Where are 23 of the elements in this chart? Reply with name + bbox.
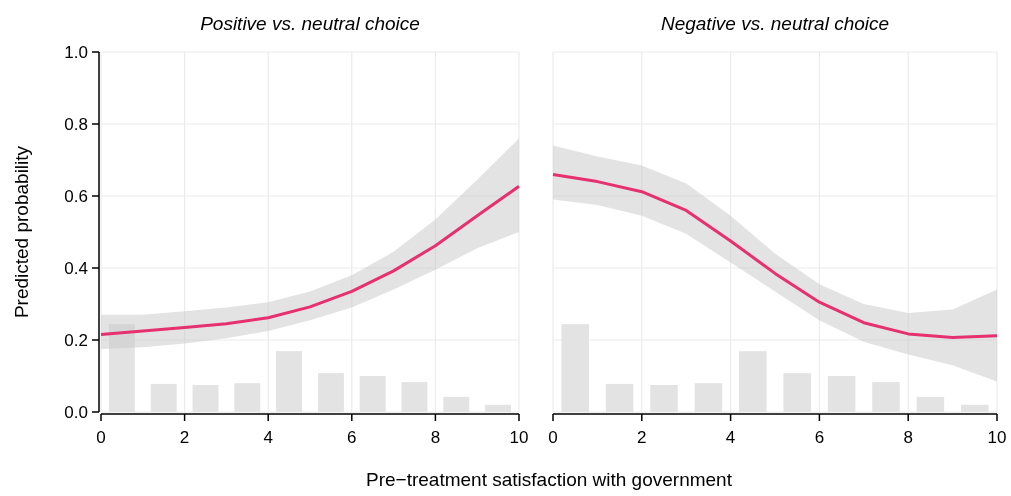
chart-title: Positive vs. neutral choice — [200, 13, 420, 34]
x-tick-label: 10 — [987, 428, 1007, 447]
x-tick-label: 6 — [347, 428, 357, 447]
y-tick-label: 0.2 — [64, 331, 88, 350]
chart-title: Negative vs. neutral choice — [660, 13, 890, 34]
x-tick-label: 2 — [179, 428, 190, 447]
x-tick-label: 8 — [430, 428, 441, 447]
y-tick-label: 0.8 — [64, 115, 88, 134]
x-tick-label: 2 — [637, 428, 647, 447]
x-tick-label: 6 — [814, 428, 825, 447]
y-tick-label: 0.0 — [64, 403, 88, 422]
y-tick-label: 0.6 — [64, 187, 88, 206]
x-tick-label: 10 — [509, 428, 529, 447]
y-tick-label: 0.4 — [64, 259, 88, 278]
line-series — [99, 184, 521, 337]
x-tick-label: 8 — [903, 428, 913, 447]
y-tick-label: 1.0 — [64, 43, 88, 62]
y-axis-title: Predicted probability — [11, 145, 32, 319]
x-axis-title: Pre−treatment satisfaction with government — [366, 469, 733, 490]
x-tick-label: 4 — [725, 428, 736, 447]
x-tick-label: 4 — [263, 428, 273, 447]
x-tick-label: 0 — [548, 428, 558, 447]
x-tick-label: 0 — [96, 428, 106, 447]
